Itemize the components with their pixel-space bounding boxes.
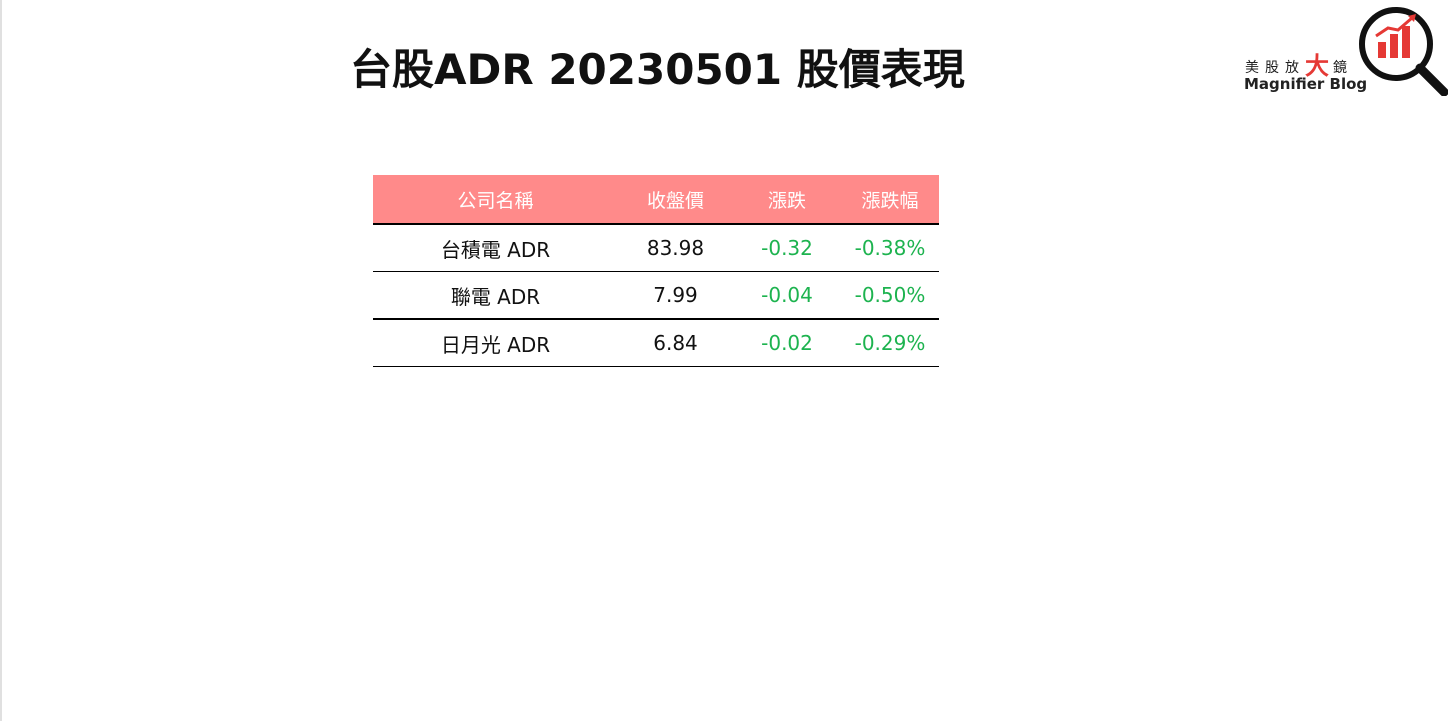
logo-char: 鏡: [1333, 60, 1353, 76]
table-row: 聯電 ADR 7.99 -0.04 -0.50%: [373, 271, 939, 320]
logo-char: 放: [1285, 60, 1305, 76]
company-name-cell: 日月光 ADR: [373, 319, 618, 367]
close-price-cell: 83.98: [618, 224, 733, 272]
column-header-close: 收盤價: [618, 175, 733, 225]
change-pct-cell: -0.29%: [841, 319, 939, 367]
brand-logo: 美股放大鏡 Magnifier Blog: [1240, 4, 1448, 96]
logo-char: 股: [1265, 60, 1285, 76]
change-cell: -0.04: [733, 271, 841, 320]
company-name-cell: 台積電 ADR: [373, 224, 618, 272]
change-cell: -0.32: [733, 224, 841, 272]
logo-english-text: Magnifier Blog: [1244, 75, 1368, 93]
change-pct-cell: -0.50%: [841, 271, 939, 320]
magnifier-chart-icon: [1359, 7, 1448, 96]
table-row: 台積電 ADR 83.98 -0.32 -0.38%: [373, 224, 939, 272]
logo-chinese-text: 美股放大鏡: [1245, 46, 1353, 81]
company-name-cell: 聯電 ADR: [373, 271, 618, 320]
page-title: 台股ADR 20230501 股價表現: [350, 45, 965, 94]
column-header-change: 漲跌: [733, 175, 841, 225]
table-row: 日月光 ADR 6.84 -0.02 -0.29%: [373, 319, 939, 367]
column-header-change-pct: 漲跌幅: [841, 175, 939, 225]
close-price-cell: 7.99: [618, 271, 733, 320]
logo-char-highlight: 大: [1305, 52, 1333, 80]
page-left-border: [0, 0, 2, 721]
column-header-company: 公司名稱: [373, 175, 618, 225]
adr-price-table: 公司名稱 收盤價 漲跌 漲跌幅 台積電 ADR 83.98 -0.32 -0.3…: [373, 175, 939, 367]
close-price-cell: 6.84: [618, 319, 733, 367]
table-header-row: 公司名稱 收盤價 漲跌 漲跌幅: [373, 175, 939, 225]
change-cell: -0.02: [733, 319, 841, 367]
logo-char: 美: [1245, 60, 1265, 76]
change-pct-cell: -0.38%: [841, 224, 939, 272]
